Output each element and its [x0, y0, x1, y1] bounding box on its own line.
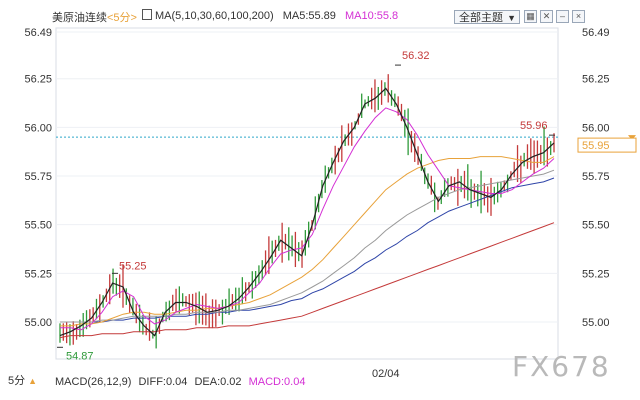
- y-tick-right: 55.25: [582, 268, 610, 280]
- y-tick-left: 55.00: [24, 317, 52, 329]
- macd-legend: MACD(26,12,9) DIFF:0.04 DEA:0.02 MACD:0.…: [55, 376, 305, 388]
- macd-label: MACD(26,12,9): [55, 376, 132, 388]
- ma5-label: MA5:55.89: [282, 10, 336, 22]
- y-axis-left: 56.49 56.25 56.00 55.75 55.50 55.25 55.00: [24, 27, 52, 329]
- ma-legend: MA(5,10,30,60,100,200) MA5:55.89 MA10:55…: [142, 9, 398, 22]
- chevron-up-icon: ▲: [28, 376, 38, 386]
- annotation-label: 55.25: [119, 260, 147, 272]
- candles: [59, 74, 555, 349]
- ma10-label: MA10:55.8: [344, 10, 399, 22]
- watermark: FX678: [512, 350, 611, 383]
- dea-label: DEA:0.02: [194, 376, 242, 388]
- ma-icon: [142, 9, 152, 20]
- y-tick-left: 56.00: [24, 122, 52, 134]
- y-tick-right: 55.00: [582, 317, 610, 329]
- ma60-line: [60, 169, 555, 323]
- ma200-line: [59, 222, 555, 339]
- ma10-line: [60, 107, 555, 331]
- current-price-box: [577, 137, 637, 153]
- plot-frame: [55, 27, 559, 360]
- y-tick-left: 55.75: [24, 171, 52, 183]
- y-tick-right: 56.49: [582, 27, 610, 39]
- y-tick-left: 56.25: [24, 74, 52, 86]
- y-tick-left: 56.49: [24, 27, 52, 39]
- minimize-icon[interactable]: –: [556, 10, 569, 23]
- period-select[interactable]: 5分 ▲: [8, 375, 38, 387]
- period-label: <5分>: [107, 12, 137, 24]
- grid-icon[interactable]: ▦: [524, 10, 537, 23]
- current-price-label: 55.95: [582, 140, 610, 152]
- moving-averages: [59, 87, 555, 339]
- cross-icon[interactable]: ✕: [540, 10, 553, 23]
- annotations: 55.95 56.32 55.96 55.25 54.87: [57, 50, 637, 362]
- y-tick-right: 55.50: [582, 220, 610, 232]
- ma5-line: [59, 87, 555, 337]
- grid-lines: [55, 27, 636, 360]
- macd-value-label: MACD:0.04: [248, 376, 306, 388]
- close-icon[interactable]: ×: [572, 10, 585, 23]
- annotation-label: 55.96: [520, 120, 548, 132]
- date-label: 02/04: [372, 368, 400, 380]
- y-axis-right: 56.49 56.25 56.00 55.75 55.50 55.25 55.00: [582, 27, 610, 329]
- y-tick-left: 55.50: [24, 220, 52, 232]
- symbol-label: 美原油连续<5分>: [52, 12, 137, 24]
- chevron-down-icon: ▼: [507, 13, 516, 23]
- ma-label: MA(5,10,30,60,100,200): [155, 10, 274, 22]
- y-tick-right: 56.25: [582, 74, 610, 86]
- diff-label: DIFF:0.04: [138, 376, 188, 388]
- annotation-label: 54.87: [66, 350, 94, 362]
- y-tick-left: 55.25: [24, 268, 52, 280]
- y-tick-right: 56.00: [582, 122, 610, 134]
- annotation-label: 56.32: [402, 50, 430, 62]
- y-tick-right: 55.75: [582, 171, 610, 183]
- theme-select[interactable]: 全部主题 ▼: [454, 10, 520, 24]
- ma100-line: [60, 177, 555, 323]
